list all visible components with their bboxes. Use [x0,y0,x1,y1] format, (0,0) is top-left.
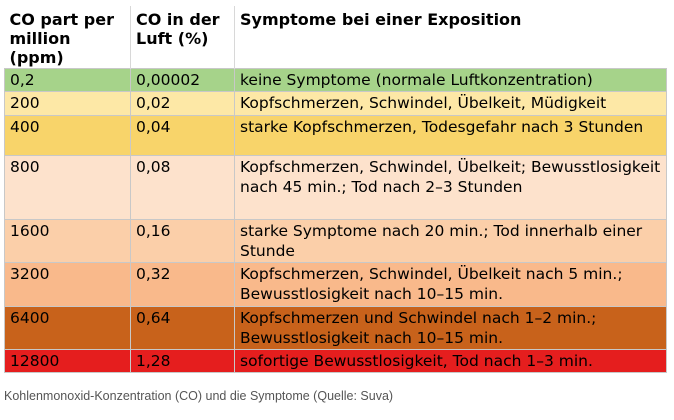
cell-percent: 0,04 [130,114,235,156]
co-symptoms-table: CO part per million (ppm) CO in der Luft… [4,6,667,373]
cell-ppm: 800 [4,154,131,220]
cell-percent: 0,08 [130,154,235,220]
cell-symptoms: starke Kopfschmerzen, Todesgefahr nach 3… [234,114,667,156]
cell-ppm: 12800 [4,348,131,373]
table-row: 1600 0,16 starke Symptome nach 20 min.; … [4,218,667,263]
table-row: 200 0,02 Kopfschmerzen, Schwindel, Übelk… [4,90,667,116]
cell-ppm: 0,2 [4,67,131,92]
header-symptoms: Symptome bei einer Exposition [234,6,667,68]
cell-symptoms: Kopfschmerzen, Schwindel, Übelkeit, Müdi… [234,90,667,116]
cell-symptoms: Kopfschmerzen und Schwindel nach 1–2 min… [234,305,667,350]
cell-symptoms: sofortige Bewusstlosigkeit, Tod nach 1–3… [234,348,667,373]
cell-percent: 0,16 [130,218,235,263]
cell-ppm: 400 [4,114,131,156]
table-row: 3200 0,32 Kopfschmerzen, Schwindel, Übel… [4,261,667,307]
cell-percent: 0,02 [130,90,235,116]
cell-symptoms: starke Symptome nach 20 min.; Tod innerh… [234,218,667,263]
header-percent: CO in der Luft (%) [130,6,235,68]
cell-symptoms: Kopfschmerzen, Schwindel, Übelkeit nach … [234,261,667,307]
table-row: 400 0,04 starke Kopfschmerzen, Todesgefa… [4,114,667,156]
cell-ppm: 3200 [4,261,131,307]
cell-ppm: 1600 [4,218,131,263]
cell-ppm: 200 [4,90,131,116]
table-row: 800 0,08 Kopfschmerzen, Schwindel, Übelk… [4,154,667,220]
table-row: 0,2 0,00002 keine Symptome (normale Luft… [4,67,667,92]
cell-percent: 1,28 [130,348,235,373]
cell-ppm: 6400 [4,305,131,350]
table-row: 12800 1,28 sofortige Bewusstlosigkeit, T… [4,348,667,373]
cell-percent: 0,32 [130,261,235,307]
cell-percent: 0,64 [130,305,235,350]
cell-symptoms: Kopfschmerzen, Schwindel, Übelkeit; Bewu… [234,154,667,220]
cell-symptoms: keine Symptome (normale Luftkonzentratio… [234,67,667,92]
cell-percent: 0,00002 [130,67,235,92]
header-ppm: CO part per million (ppm) [4,6,131,68]
image-caption: Kohlenmonoxid-Konzentration (CO) und die… [4,389,394,403]
table-header-row: CO part per million (ppm) CO in der Luft… [4,6,667,68]
table-row: 6400 0,64 Kopfschmerzen und Schwindel na… [4,305,667,350]
